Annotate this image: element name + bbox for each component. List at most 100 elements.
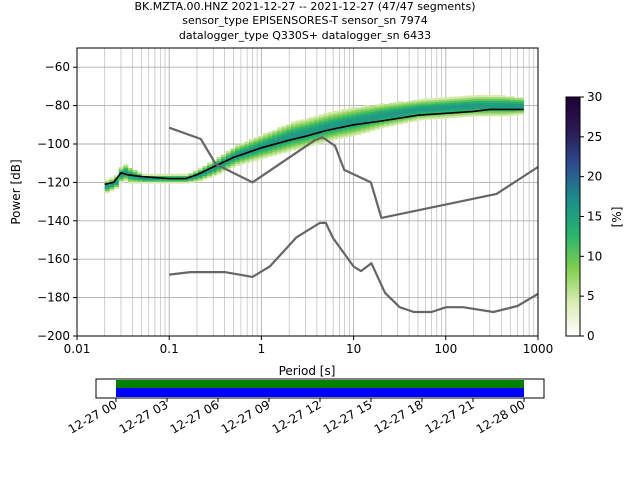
density-cell (239, 156, 245, 159)
density-cell (258, 153, 264, 156)
density-cell (323, 126, 329, 129)
density-cell (318, 135, 324, 138)
density-cell (337, 109, 343, 113)
density-cell (407, 120, 413, 123)
density-cell (221, 162, 227, 165)
density-cell (514, 111, 520, 114)
series-line-mean (104, 108, 524, 186)
density-cell (332, 118, 338, 121)
density-cell (314, 140, 320, 143)
density-cell (374, 116, 380, 119)
density-cell (449, 100, 455, 103)
density-cell (346, 107, 352, 111)
density-cell (509, 96, 515, 99)
density-cell (174, 179, 180, 182)
density-cell (253, 145, 259, 148)
density-cell (342, 122, 348, 125)
coverage-bar-lower (116, 388, 524, 397)
density-cell (155, 179, 161, 182)
density-cell (374, 127, 380, 130)
colorbar-tick-label: 5 (587, 289, 595, 303)
density-cell (295, 122, 301, 125)
density-cell (425, 106, 431, 109)
density-cell (207, 162, 213, 165)
colorbar-tick-label: 25 (587, 130, 602, 144)
density-cell (444, 104, 450, 107)
density-cell (384, 107, 390, 111)
density-cell (290, 140, 296, 143)
density-cell (370, 111, 376, 114)
density-cell (342, 118, 348, 121)
density-cell (281, 143, 287, 146)
density-cell (421, 100, 427, 103)
density-cell (235, 148, 241, 151)
density-cell (453, 113, 459, 116)
density-cell (449, 115, 455, 119)
density-cell (253, 152, 259, 156)
density-cell (342, 124, 348, 127)
density-cell (160, 181, 166, 184)
density-cell (444, 116, 450, 119)
density-cell (402, 105, 408, 109)
timeline-tick-label: 12-27 00 (66, 397, 120, 436)
density-cell (323, 128, 329, 131)
timeline-tick-label: 12-27 21 (423, 397, 477, 436)
density-cell (416, 110, 422, 113)
density-cell (346, 109, 352, 113)
density-cell (309, 136, 315, 139)
density-cell (332, 116, 338, 119)
density-cell (491, 104, 497, 107)
density-cell (439, 101, 445, 104)
density-cell (332, 124, 338, 127)
density-cell (267, 145, 273, 148)
density-cell (309, 143, 315, 146)
density-cell (104, 185, 110, 188)
density-cell (444, 108, 450, 111)
density-cell (379, 112, 385, 116)
density-cell (379, 114, 385, 117)
density-cell (258, 155, 264, 158)
density-cell (300, 138, 306, 141)
density-cell (314, 119, 320, 122)
density-cell (309, 132, 315, 135)
density-cell (477, 108, 483, 111)
density-cell (304, 133, 310, 136)
density-cell (132, 173, 138, 176)
density-cell (323, 122, 329, 125)
grid-lines (77, 48, 538, 336)
density-cell (505, 96, 511, 99)
density-cell (360, 116, 366, 119)
density-cell (519, 112, 525, 115)
density-cell (244, 145, 250, 149)
density-cell (514, 109, 520, 112)
density-cell (263, 150, 268, 153)
density-cell (216, 172, 222, 175)
density-cell (328, 132, 334, 136)
density-cell (411, 103, 417, 107)
density-cell (318, 129, 324, 132)
density-cell (407, 116, 413, 119)
density-cell (263, 138, 268, 141)
density-cell (411, 105, 417, 109)
density-cell (439, 116, 445, 119)
density-cell (407, 103, 413, 106)
density-cell (463, 113, 469, 116)
density-cell (458, 97, 464, 101)
density-cell (444, 102, 450, 106)
density-cell (342, 108, 348, 112)
density-cell (495, 110, 501, 113)
density-cell (123, 163, 129, 166)
density-cell (267, 137, 273, 140)
density-cell (207, 173, 213, 177)
density-cell (263, 142, 268, 145)
density-cell (416, 108, 422, 111)
density-cell (370, 115, 376, 118)
density-cell (495, 96, 501, 100)
density-cell (374, 114, 380, 117)
density-cell (477, 100, 483, 104)
density-cell (128, 179, 133, 182)
density-cell (370, 113, 376, 116)
density-cell (500, 98, 506, 102)
density-cell (216, 166, 222, 169)
density-cell (263, 140, 268, 143)
